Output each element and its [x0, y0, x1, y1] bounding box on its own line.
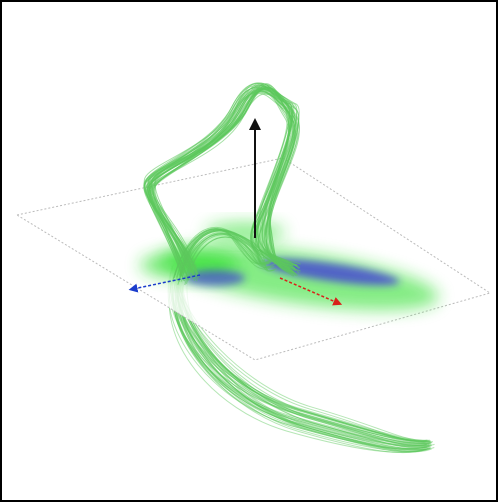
streamline [174, 226, 266, 276]
streamline [174, 267, 432, 447]
streamline [178, 269, 430, 453]
streamline [181, 269, 435, 446]
streamline [171, 270, 427, 442]
streamline [149, 88, 296, 276]
streamline [178, 269, 430, 448]
streamline [176, 272, 431, 443]
streamline [177, 273, 431, 443]
streamline [174, 274, 429, 442]
streamline [167, 271, 426, 450]
streamline [148, 87, 300, 282]
streamline [177, 233, 268, 285]
streamline [186, 271, 435, 451]
streamline [172, 267, 427, 453]
streamline [168, 274, 427, 453]
streamline [177, 271, 432, 451]
streamline [178, 274, 431, 451]
streamline [175, 228, 267, 278]
streamline [177, 272, 431, 445]
streamline [184, 236, 275, 286]
streamline [172, 272, 428, 450]
streamline [174, 274, 428, 452]
streamline [144, 83, 294, 275]
streamline [171, 266, 428, 451]
streamline [143, 82, 293, 274]
streamlines-upper [143, 82, 301, 286]
streamline [171, 266, 427, 454]
streamline [169, 265, 427, 447]
streamline [168, 265, 427, 442]
streamline [174, 265, 432, 446]
streamline [176, 267, 430, 449]
streamline [153, 92, 301, 274]
axis-y [279, 277, 343, 306]
streamline [169, 267, 426, 444]
streamline [175, 273, 430, 448]
streamline [179, 266, 431, 452]
streamline [172, 269, 431, 444]
streamline [147, 86, 296, 277]
axis-x [128, 274, 201, 293]
streamline [179, 271, 432, 453]
streamline [176, 269, 432, 448]
streamline [169, 271, 426, 450]
streamline [177, 264, 434, 443]
density-blue [185, 270, 245, 286]
streamline [185, 236, 277, 284]
streamline [172, 268, 431, 445]
